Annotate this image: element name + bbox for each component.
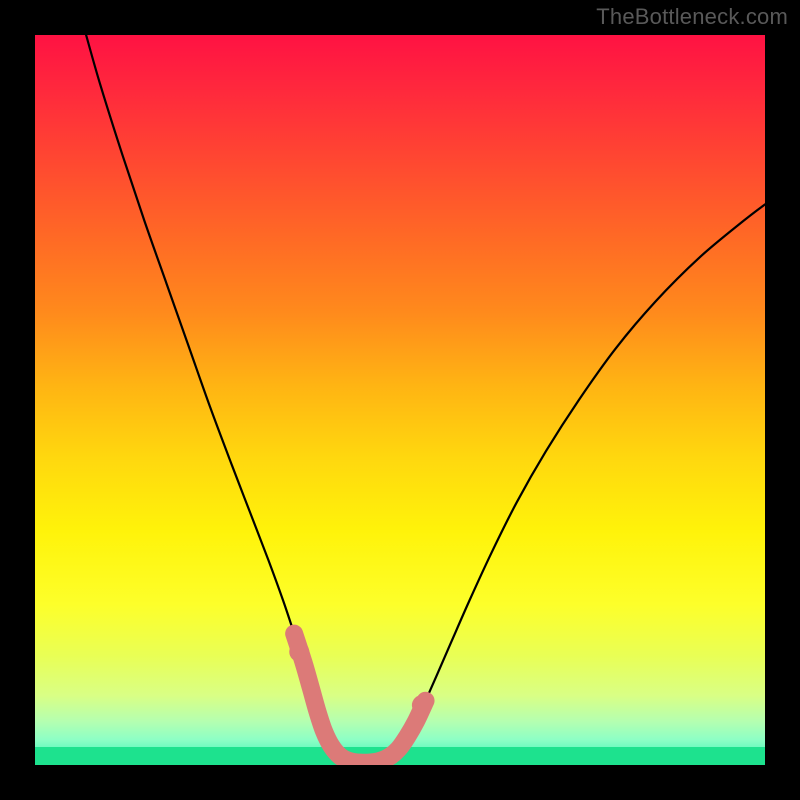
highlight-endpoint-dot — [289, 642, 309, 662]
gradient-background — [35, 35, 765, 765]
watermark-text: TheBottleneck.com — [596, 4, 788, 30]
highlight-endpoint-dot — [412, 695, 432, 715]
bottleneck-chart — [0, 0, 800, 800]
